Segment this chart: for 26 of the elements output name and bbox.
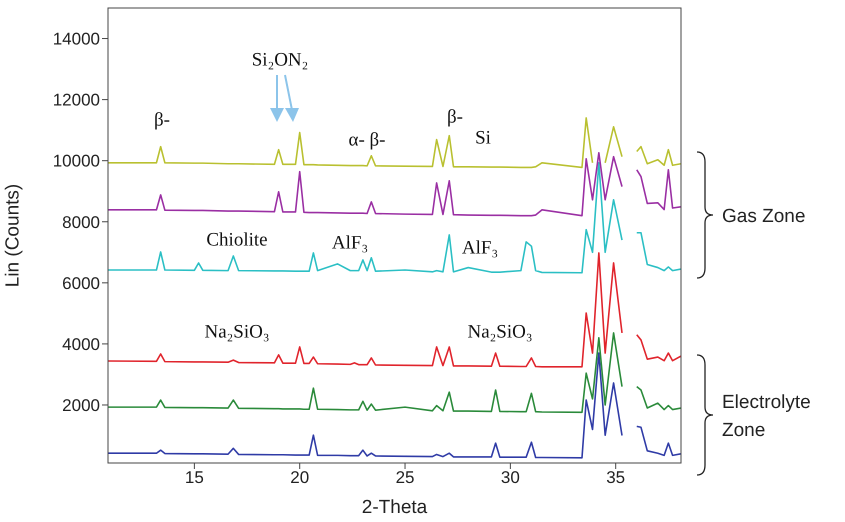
x-tick-label: 20 xyxy=(290,468,310,488)
y-tick-label: 8000 xyxy=(62,212,100,232)
annotation: AlF₃ xyxy=(332,232,368,254)
annotation: Na₂SiO₃ xyxy=(468,322,532,342)
x-tick-label: 25 xyxy=(396,468,414,488)
annotation: Chiolite xyxy=(206,230,268,250)
y-tick-label: 10000 xyxy=(52,152,100,171)
annotation: β- xyxy=(447,106,463,128)
annotation: Si₂ON₂ xyxy=(252,50,308,70)
y-tick-label: 6000 xyxy=(62,274,100,293)
y-tick-label: 12000 xyxy=(52,90,100,110)
annotation: Na₂SiO₃ xyxy=(204,322,270,342)
annotation: AlF₃ xyxy=(462,238,498,258)
x-tick-label: 35 xyxy=(606,468,626,488)
text: Gas Zone xyxy=(722,205,806,229)
y-tick-label: 14000 xyxy=(52,30,100,49)
x-tick-label: 15 xyxy=(184,468,204,488)
annotation: Si xyxy=(475,128,491,148)
text: Electrolyte Zone xyxy=(722,391,812,443)
y-tick-label: 2000 xyxy=(62,396,100,416)
x-axis-title: 2-Theta xyxy=(362,497,428,518)
annotation: α- β- xyxy=(348,130,386,150)
x-tick-label: 30 xyxy=(500,468,520,488)
annotation: β- xyxy=(154,110,170,130)
y-axis-title: Lin (Counts) xyxy=(2,184,24,288)
y-tick-label: 4000 xyxy=(62,334,100,354)
